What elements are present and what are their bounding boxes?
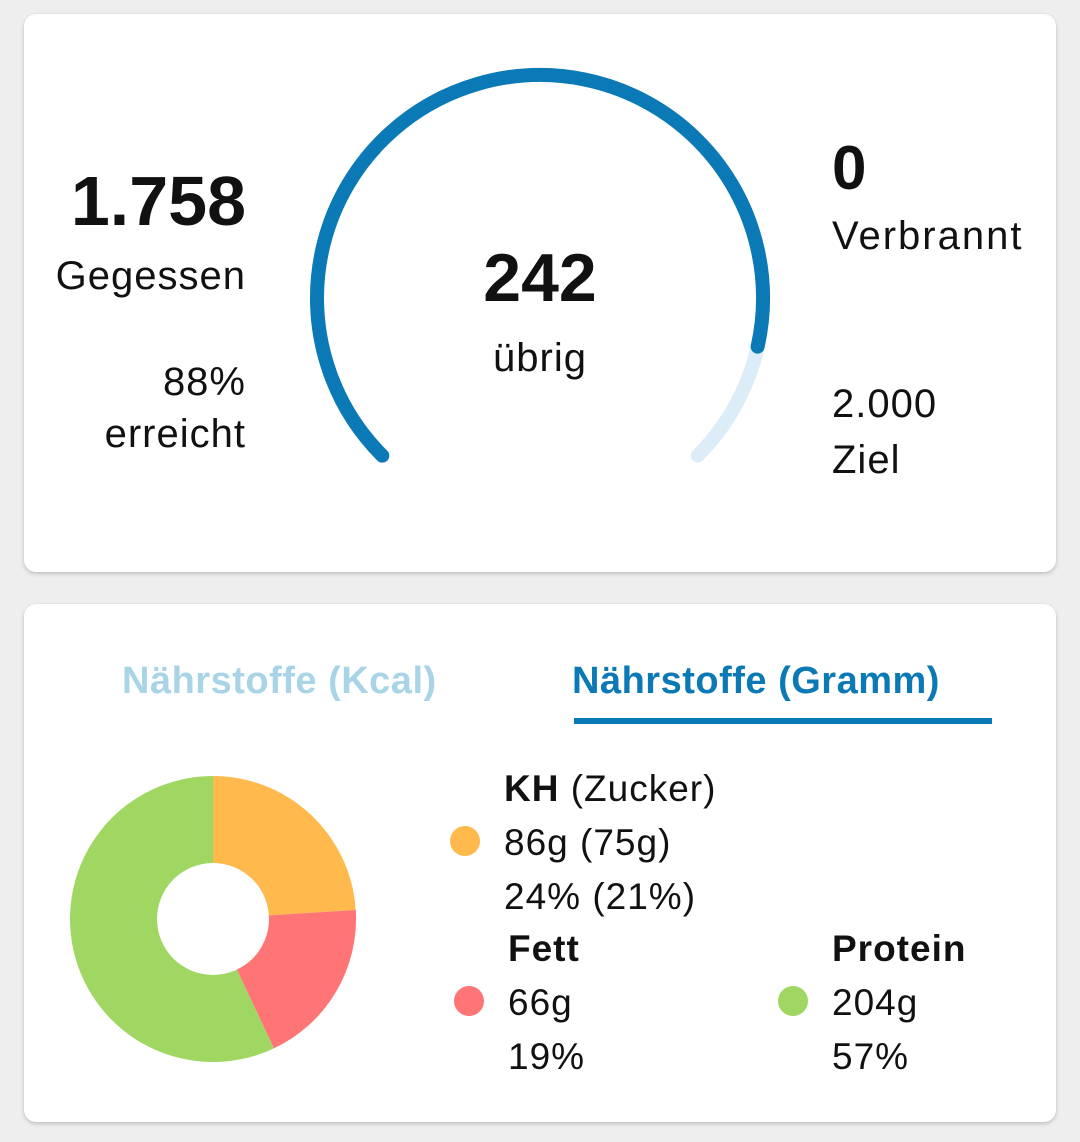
goal-value: 2.000 <box>832 382 938 426</box>
legend-carbs: KH (Zucker) 86g (75g) 24% (21%) <box>504 762 716 924</box>
fat-color-dot <box>454 986 484 1016</box>
protein-name: Protein <box>832 928 967 969</box>
fat-percent: 19% <box>508 1036 586 1077</box>
remaining-value: 242 <box>483 240 597 316</box>
donut-hole <box>157 863 269 975</box>
protein-grams: 204g <box>832 982 919 1023</box>
protein-percent: 57% <box>832 1036 910 1077</box>
legend-fat: Fett 66g 19% <box>508 922 585 1084</box>
reached-block: 88% erreicht <box>105 356 246 460</box>
fat-heading: Fett <box>508 922 585 976</box>
protein-color-dot <box>778 986 808 1016</box>
eaten-value: 1.758 <box>70 162 246 240</box>
burned-label: Verbrannt <box>832 214 1024 258</box>
remaining-label: übrig <box>493 336 587 380</box>
protein-heading: Protein <box>832 922 966 976</box>
macro-donut-chart <box>70 776 357 1062</box>
carbs-color-dot <box>450 826 480 856</box>
goal-label: Ziel <box>832 438 901 482</box>
calorie-gauge <box>310 68 771 463</box>
eaten-label: Gegessen <box>55 254 246 298</box>
burned-value: 0 <box>832 134 867 203</box>
carbs-percent: 24% (21%) <box>504 876 697 917</box>
reached-percent: 88% <box>162 360 246 404</box>
carbs-heading: KH (Zucker) <box>504 762 716 816</box>
goal-block: 2.000 Ziel <box>832 376 937 488</box>
active-tab-indicator <box>574 718 992 724</box>
carbs-grams: 86g (75g) <box>504 822 672 863</box>
carbs-name: KH <box>504 768 560 809</box>
calorie-summary-card: 1.758 Gegessen 88% erreicht 242 übrig 0 … <box>24 14 1056 572</box>
nutrients-card: Nährstoffe (Kcal) Nährstoffe (Gramm) KH … <box>24 604 1056 1122</box>
fat-name: Fett <box>508 928 580 969</box>
reached-label: erreicht <box>104 412 246 456</box>
carbs-sub: (Zucker) <box>570 768 717 809</box>
fat-grams: 66g <box>508 982 573 1023</box>
tab-nutrients-kcal[interactable]: Nährstoffe (Kcal) <box>122 660 437 702</box>
legend-protein: Protein 204g 57% <box>832 922 966 1084</box>
tab-nutrients-gram[interactable]: Nährstoffe (Gramm) <box>572 660 940 702</box>
gauge-fill <box>310 68 771 463</box>
